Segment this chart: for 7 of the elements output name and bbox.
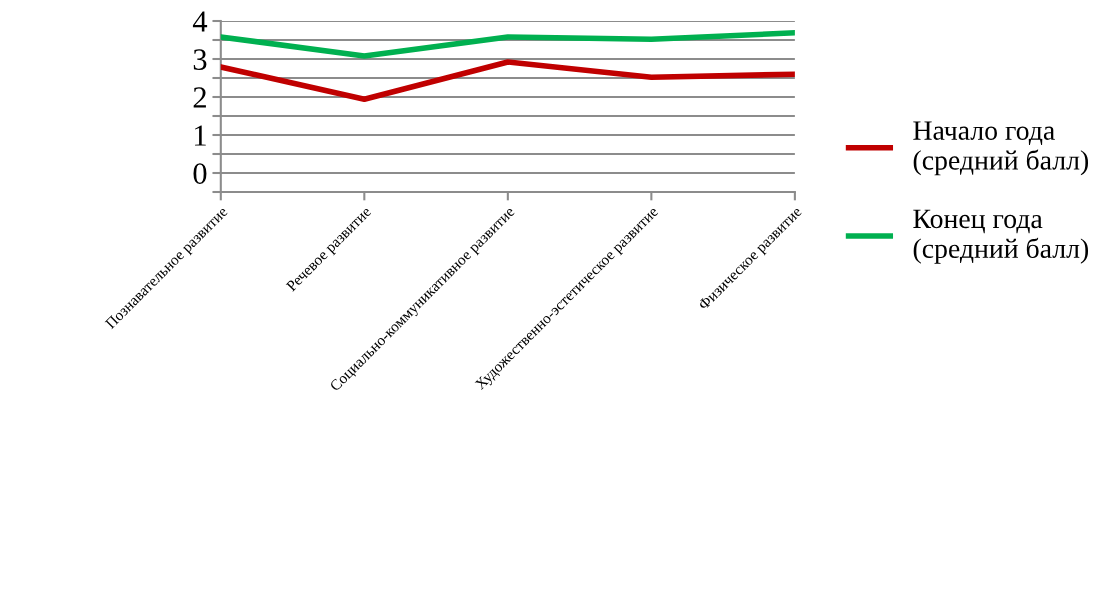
y-tick-label: 4 (192, 11, 208, 32)
y-tick-label: 2 (193, 87, 206, 108)
legend-label: Начало года (средний балл) (913, 121, 1089, 176)
y-tick-label: 1 (195, 125, 206, 146)
y-tick-label: 0 (193, 163, 207, 184)
y-tick-label: 3 (193, 49, 207, 70)
legend-label: Конец года (средний балл) (913, 209, 1089, 264)
